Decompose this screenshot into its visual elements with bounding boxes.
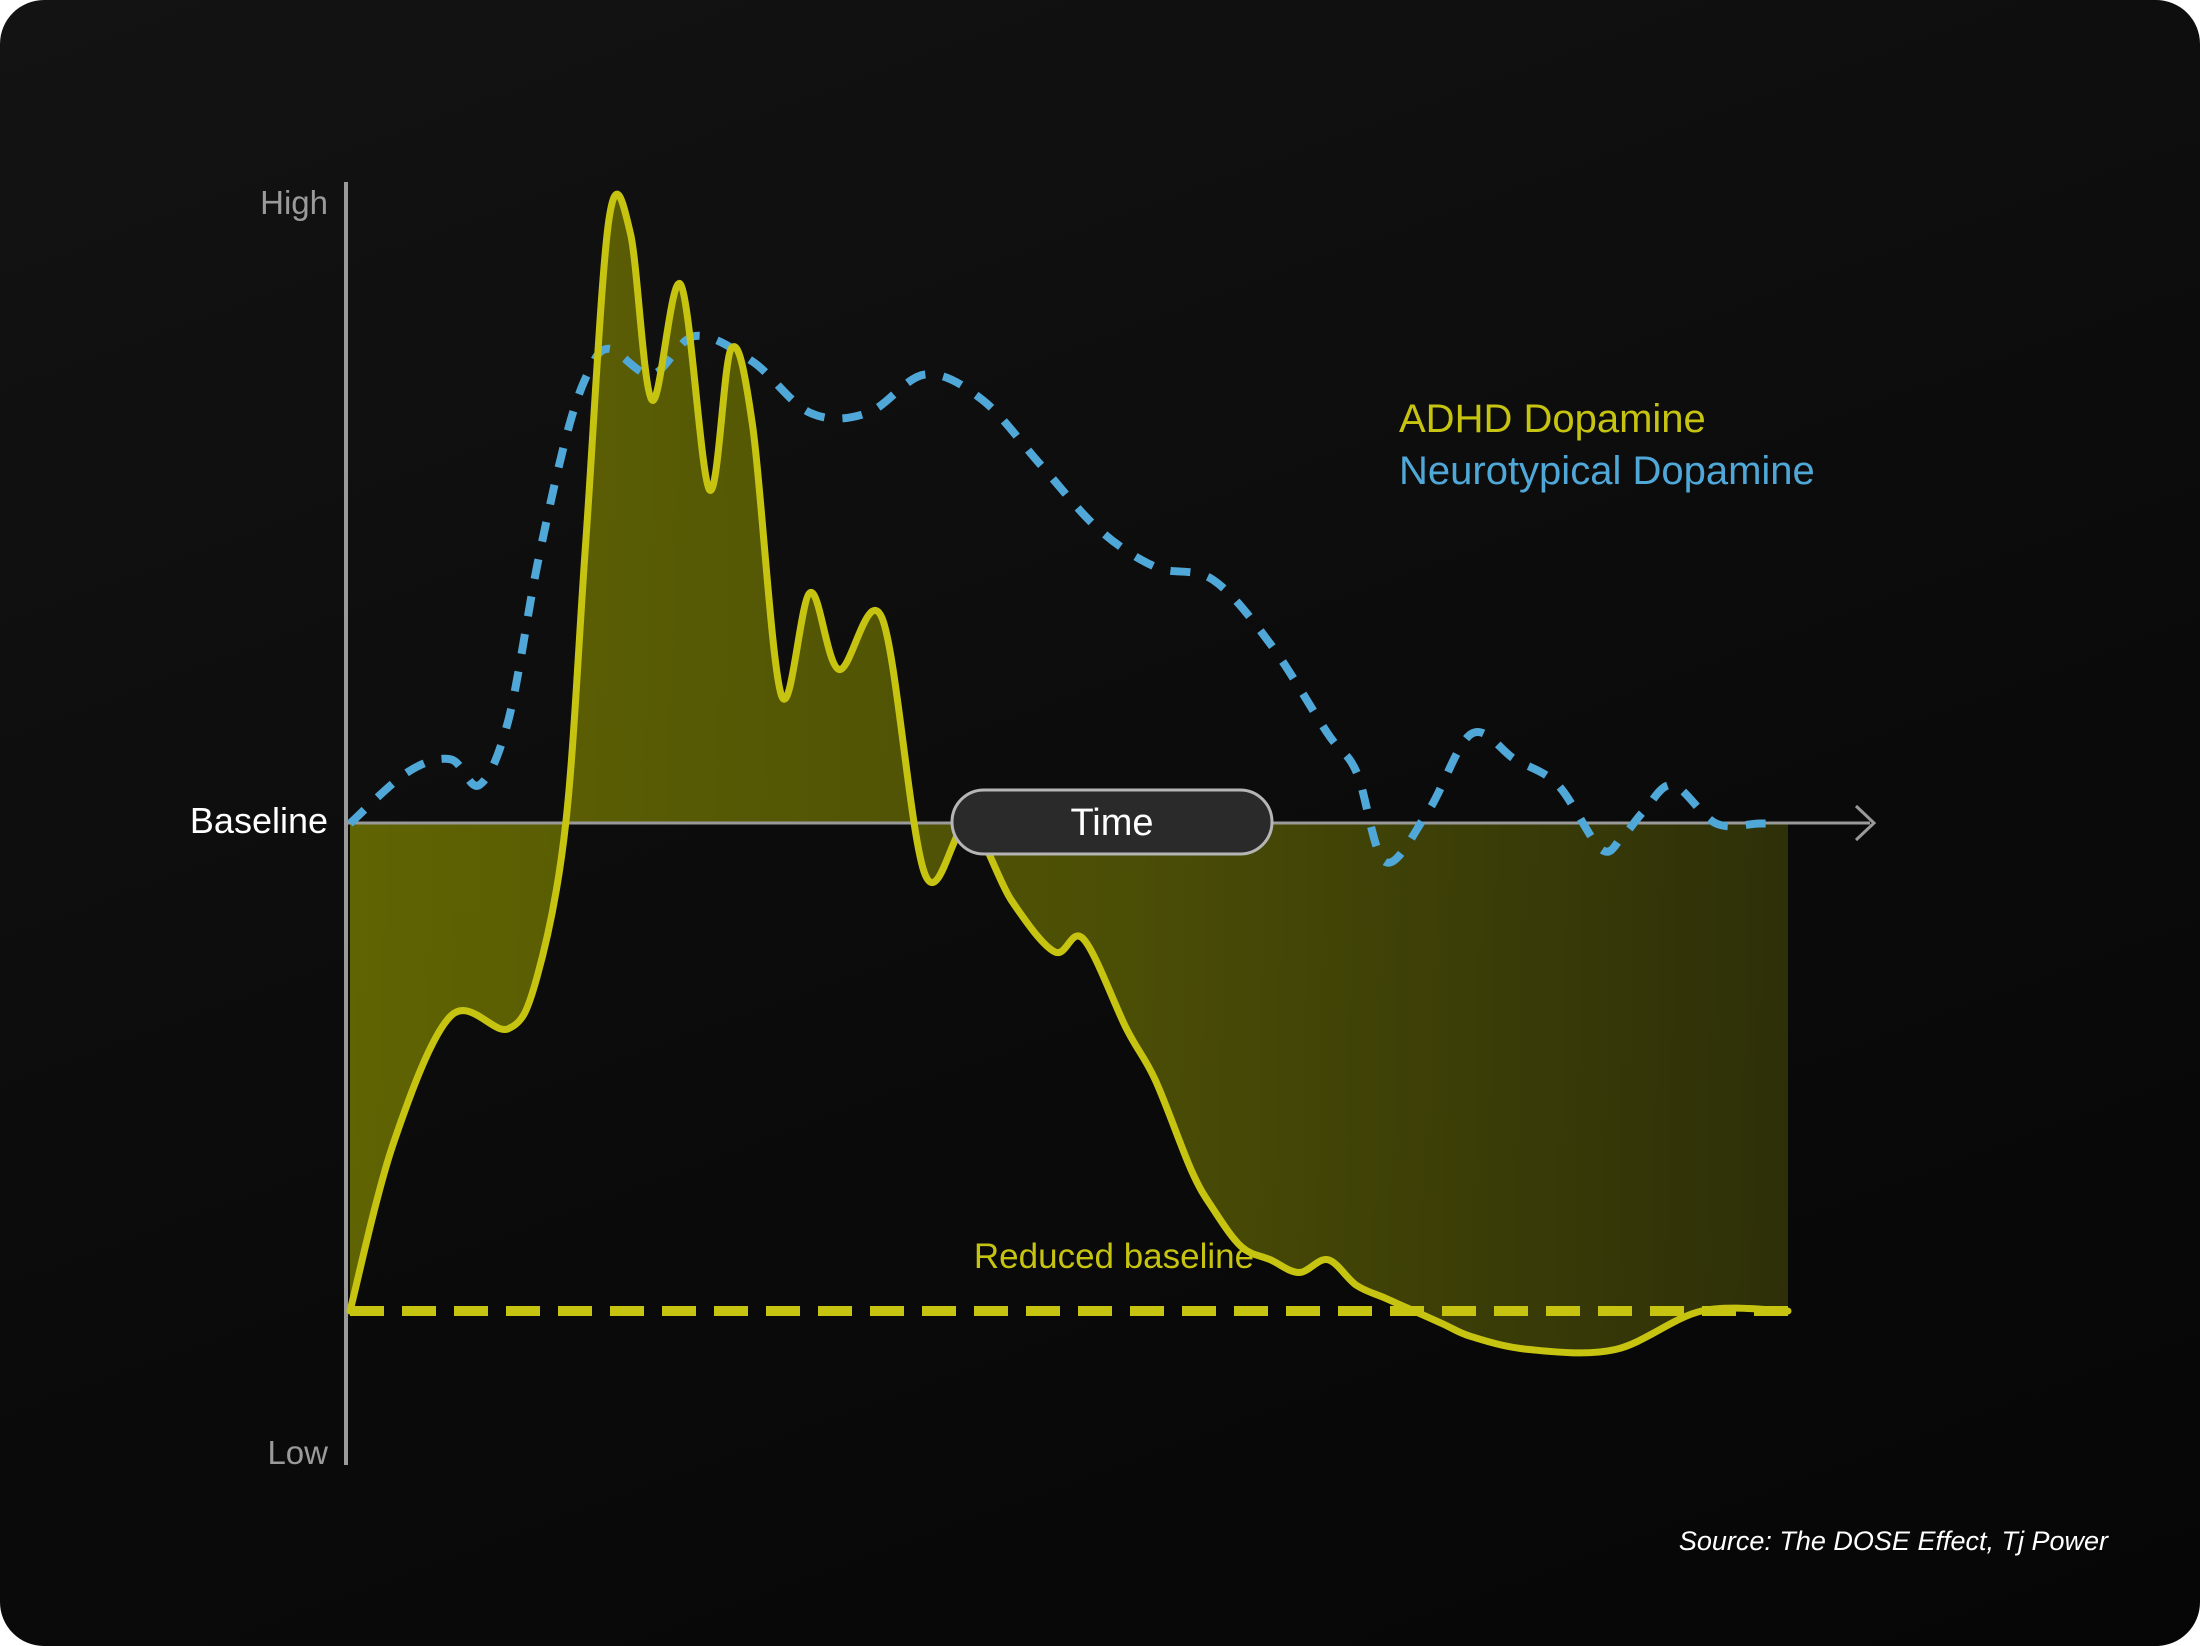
x-axis-label: Time [1070, 802, 1153, 844]
adhd-dopamine-line [346, 190, 1792, 1357]
legend-entry-neurotypical: Neurotypical Dopamine [1399, 449, 1815, 493]
reduced-baseline-label: Reduced baseline [974, 1237, 1254, 1276]
source-caption: Source: The DOSE Effect, Tj Power [1679, 1526, 2109, 1556]
x-axis-arrowhead [1854, 804, 1877, 842]
y-tick-label-high: High [260, 184, 328, 221]
y-tick-label-baseline: Baseline [190, 800, 328, 841]
adhd-area [350, 194, 1788, 1353]
adhd-area-fill [350, 194, 1788, 1353]
y-tick-label-low: Low [267, 1434, 328, 1471]
legend-entry-adhd: ADHD Dopamine [1399, 397, 1706, 441]
x-axis-label-pill: Time [950, 788, 1274, 856]
neurotypical-dopamine-line [347, 331, 1781, 867]
